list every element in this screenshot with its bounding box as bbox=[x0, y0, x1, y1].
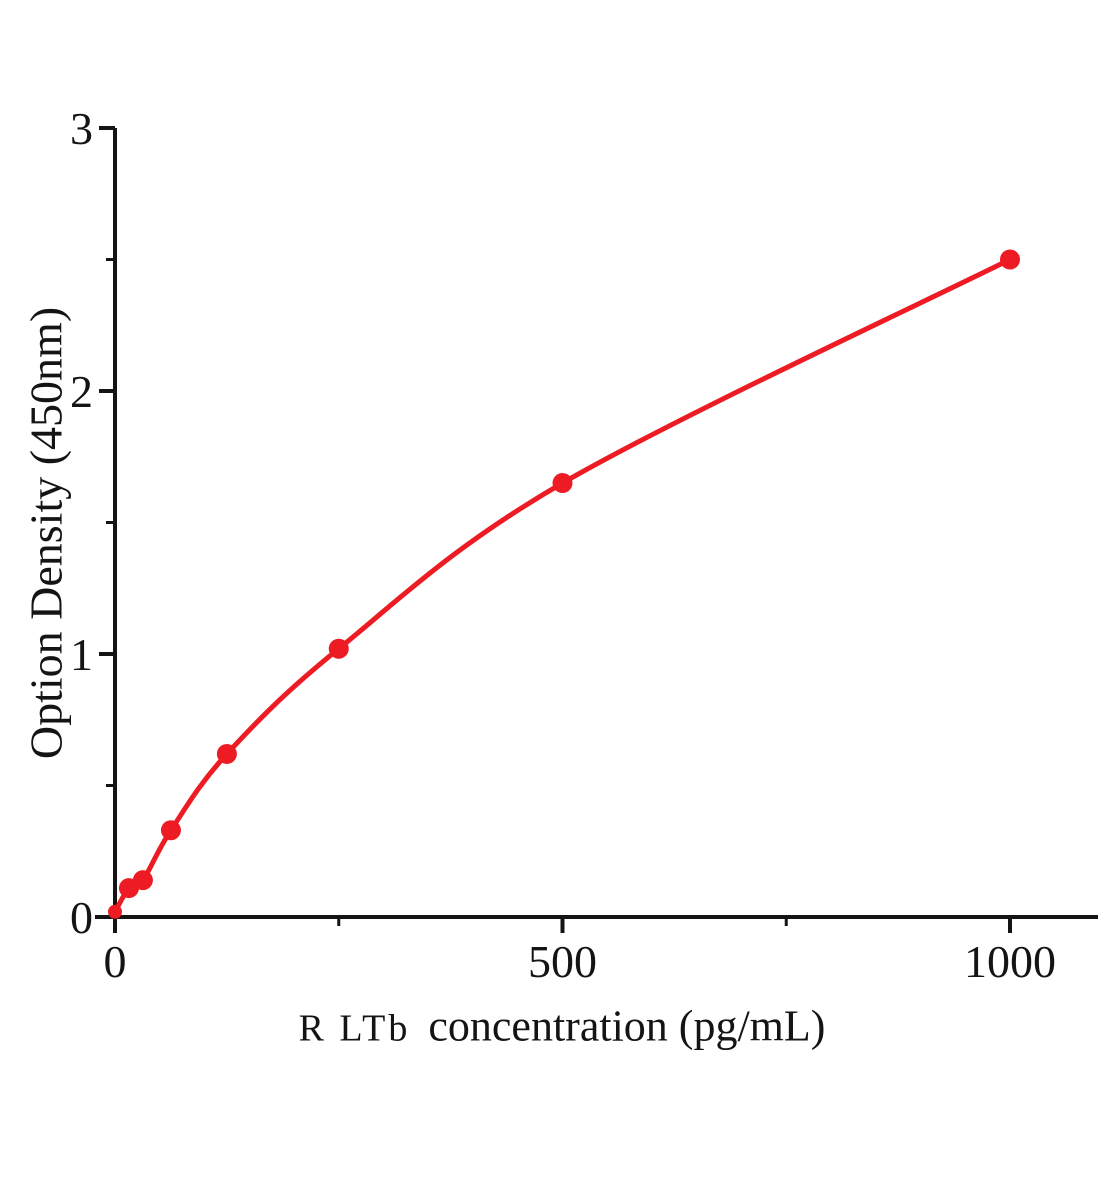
data-point-marker bbox=[108, 904, 122, 919]
standard-curve-line bbox=[112, 257, 1013, 915]
x-axis-title-prefix: R LTb bbox=[298, 1007, 411, 1050]
x-axis-title-main: concentration (pg/mL) bbox=[428, 1001, 826, 1051]
axis-ticks bbox=[99, 126, 1012, 933]
data-point-marker bbox=[1000, 249, 1020, 270]
y-axis-title: Option Density (450nm) bbox=[20, 306, 72, 760]
x-tick-label: 0 bbox=[104, 936, 127, 987]
data-point-marker bbox=[160, 820, 181, 841]
axes bbox=[95, 128, 1098, 932]
series bbox=[108, 249, 1020, 919]
data-point-marker bbox=[552, 473, 573, 494]
x-tick-label: 500 bbox=[528, 936, 597, 987]
data-point-marker bbox=[216, 743, 237, 764]
y-tick-label: 1 bbox=[70, 629, 93, 680]
tick-labels: 0 500 1000 0 1 2 3 bbox=[70, 103, 1056, 987]
y-tick-label: 0 bbox=[70, 892, 93, 943]
x-axis-title: R LTb concentration (pg/mL) bbox=[299, 1001, 826, 1052]
x-tick-label: 1000 bbox=[964, 936, 1056, 987]
y-tick-label: 3 bbox=[70, 103, 93, 154]
y-tick-label: 2 bbox=[70, 366, 93, 417]
data-point-marker bbox=[132, 870, 153, 891]
data-point-marker bbox=[328, 638, 349, 659]
